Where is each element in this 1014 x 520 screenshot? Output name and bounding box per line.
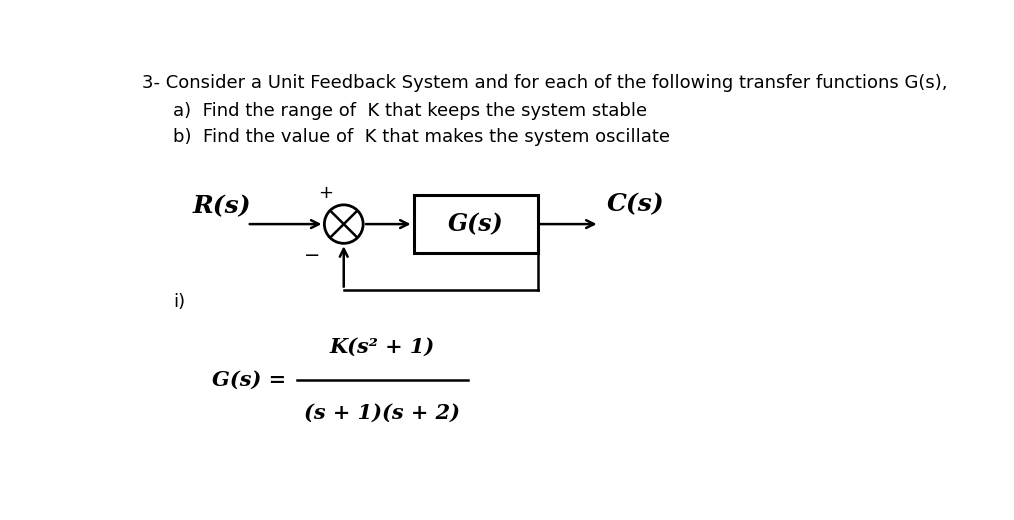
Text: C(s): C(s) [607, 192, 665, 216]
Bar [414, 195, 537, 253]
Text: i): i) [173, 293, 186, 311]
Text: +: + [318, 184, 334, 202]
Circle shape [324, 205, 363, 243]
Text: 3- Consider a Unit Feedback System and for each of the following transfer functi: 3- Consider a Unit Feedback System and f… [142, 74, 948, 92]
Text: a)  Find the range of  K that keeps the system stable: a) Find the range of K that keeps the sy… [173, 102, 647, 121]
Text: G(s): G(s) [448, 212, 503, 236]
Text: G(s) =: G(s) = [212, 370, 286, 389]
Text: b)  Find the value of  K that makes the system oscillate: b) Find the value of K that makes the sy… [173, 128, 670, 146]
Text: −: − [304, 246, 320, 265]
Text: (s + 1)(s + 2): (s + 1)(s + 2) [304, 402, 460, 423]
Text: K(s² + 1): K(s² + 1) [330, 336, 435, 357]
Text: R(s): R(s) [193, 194, 251, 218]
